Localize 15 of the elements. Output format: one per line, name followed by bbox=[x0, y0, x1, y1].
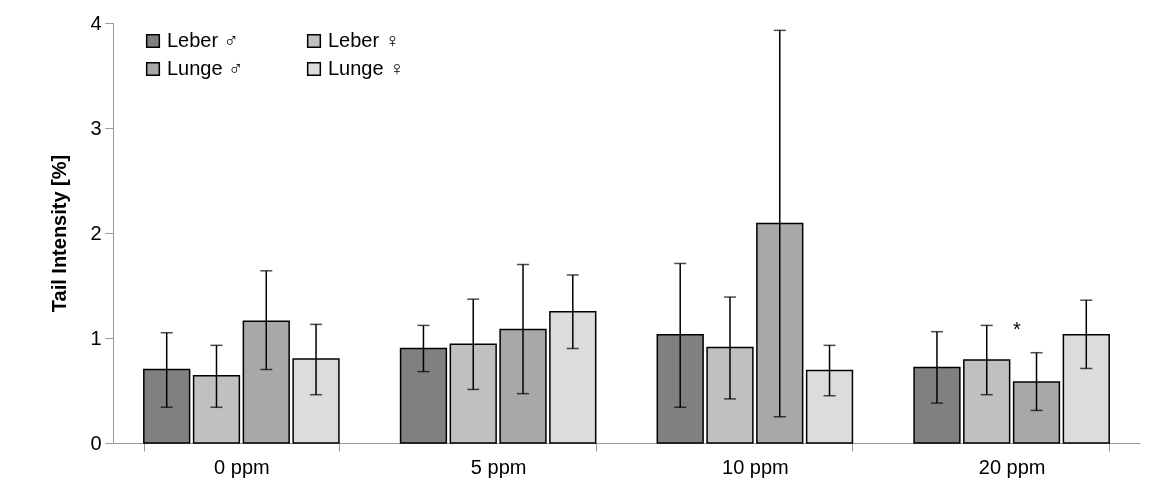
y-tick-label: 0 bbox=[90, 431, 102, 454]
x-tick-label: 10 ppm bbox=[722, 455, 789, 478]
legend-label: Leber ♀ bbox=[328, 29, 400, 51]
y-tick-label: 2 bbox=[90, 221, 102, 244]
y-axis-title: Tail Intensity [%] bbox=[48, 154, 71, 313]
y-tick-label: 1 bbox=[90, 326, 102, 349]
legend-label: Lunge ♂ bbox=[167, 57, 244, 79]
x-tick-label: 20 ppm bbox=[978, 455, 1046, 478]
annotation: * bbox=[1013, 318, 1022, 340]
legend-label: Lunge ♀ bbox=[328, 57, 405, 79]
y-tick-label: 4 bbox=[90, 11, 102, 34]
legend-label: Leber ♂ bbox=[167, 29, 239, 51]
x-tick-label: 0 ppm bbox=[214, 455, 270, 478]
x-tick-label: 5 ppm bbox=[470, 455, 527, 478]
y-tick-label: 3 bbox=[90, 116, 102, 139]
